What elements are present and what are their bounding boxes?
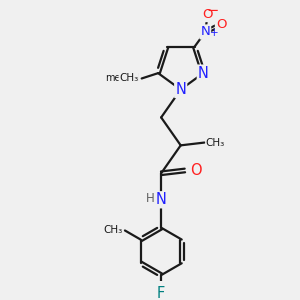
Text: O: O bbox=[190, 163, 202, 178]
Text: N: N bbox=[198, 66, 209, 81]
Text: N: N bbox=[200, 26, 210, 38]
Text: F: F bbox=[157, 286, 165, 300]
Text: CH₃: CH₃ bbox=[119, 73, 138, 83]
Text: N: N bbox=[156, 192, 167, 207]
Text: methyl: methyl bbox=[105, 73, 139, 83]
Text: O: O bbox=[216, 18, 226, 31]
Text: N: N bbox=[175, 82, 186, 97]
Text: CH₃: CH₃ bbox=[103, 226, 123, 236]
Text: −: − bbox=[206, 3, 218, 18]
Text: H: H bbox=[146, 192, 155, 205]
Text: CH₃: CH₃ bbox=[206, 138, 225, 148]
Text: +: + bbox=[209, 28, 218, 38]
Text: O: O bbox=[202, 8, 213, 21]
